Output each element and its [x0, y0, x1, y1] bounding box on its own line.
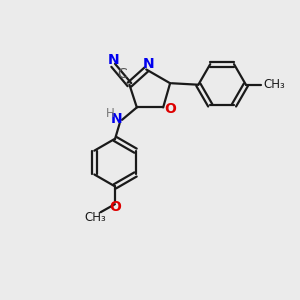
Text: O: O — [165, 102, 176, 116]
Text: H: H — [106, 107, 115, 120]
Text: CH₃: CH₃ — [264, 78, 286, 91]
Text: O: O — [109, 200, 121, 214]
Text: N: N — [107, 53, 119, 67]
Text: C: C — [117, 68, 127, 81]
Text: N: N — [143, 57, 154, 71]
Text: N: N — [111, 112, 122, 126]
Text: CH₃: CH₃ — [85, 211, 106, 224]
